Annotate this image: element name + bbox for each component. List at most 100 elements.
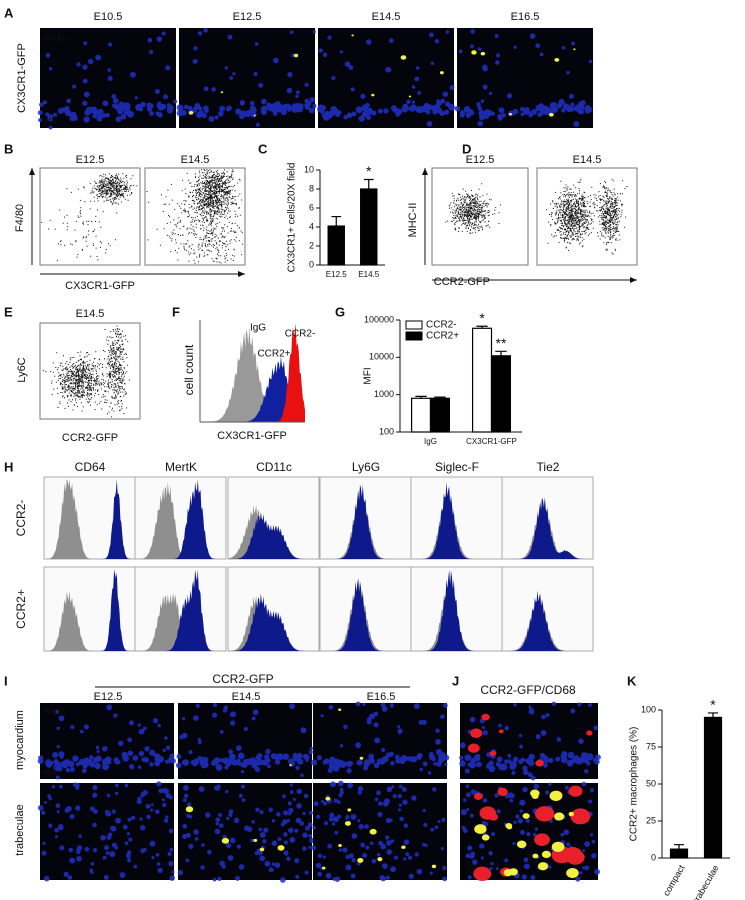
histogram [200,356,305,422]
column-label: Ly6G [352,460,380,474]
y-tick-label: 100 [379,426,394,436]
histogram [200,327,305,422]
histogram [411,481,502,559]
column-label: CD11c [256,460,292,474]
row-label: trabeculae [14,804,26,855]
events [445,183,502,234]
header: CCR2-GFP/CD68 [480,683,576,697]
row-label: myocardium [14,710,26,770]
histogram [228,512,319,559]
image-label: epi [43,116,56,127]
column-label: E12.5 [466,154,495,166]
column-label: E14.5 [573,154,602,166]
bar [327,225,345,266]
axis-label: MHC-II [407,203,419,238]
error-bar [363,178,374,189]
axis-label: CX3CR1-GFP [16,43,28,113]
panel-label: C [258,141,268,156]
y-tick-label: 25 [646,815,656,825]
column-label: CD64 [75,460,106,474]
panel-label: B [4,141,13,156]
bar [429,397,451,433]
nuclei [454,29,593,128]
nuclei [37,31,178,130]
error-bar [707,712,719,718]
histogram [44,479,135,559]
column-label: MertK [165,460,197,474]
nuclei [177,783,315,883]
y-tick-label: 100 [641,704,656,714]
column-label: E12.5 [76,154,105,166]
x-tick-label: trabeculae [691,863,721,900]
events [42,325,130,418]
y-tick-label: 1000 [374,389,394,399]
bar [360,188,378,266]
histogram [200,323,305,422]
panel-label: E [4,304,13,319]
nuclei [317,30,455,127]
axis-label: CCR2+ macrophages (%) [629,727,640,842]
y-tick-label: 0 [651,852,656,862]
histogram [502,590,593,651]
panel-label: I [4,673,8,688]
x-tick-label: IgG [424,437,437,446]
column-label: E14.5 [232,691,261,703]
row-label: CCR2+ [14,589,28,629]
image-label: endo [43,33,66,44]
error-bar [476,325,488,329]
annotation: ** [496,335,507,351]
annotation: CCR2- [285,329,316,340]
flow-plot [39,167,141,266]
panel-label: K [627,673,637,688]
histogram [502,595,593,651]
panel-label: H [4,459,13,474]
bar [703,716,723,859]
x-tick-label: compact [661,863,687,898]
nuclei [459,701,601,781]
nuclei [460,781,601,882]
axis-label: CX3CR1-GFP [217,430,287,442]
column-label: E16.5 [511,11,540,23]
bar [669,848,689,859]
annotation: * [710,697,716,713]
bar [490,355,512,433]
header: CCR2-GFP [212,672,273,686]
error-bar [434,396,446,399]
histogram [502,497,593,559]
x-tick-label: E14.5 [358,270,379,279]
histogram [135,482,226,559]
legend-label: CCR2- [426,320,457,331]
error-bar [673,844,685,850]
histogram [320,578,411,651]
y-tick-label: 100000 [364,314,394,324]
column-label: Siglec-F [435,460,479,474]
column-label: Tie2 [537,460,560,474]
panel-label: J [452,673,459,688]
column-label: E12.5 [233,11,262,23]
column-label: E14.5 [181,154,210,166]
stain [473,785,591,881]
annotation: IgG [250,323,266,334]
panel-label: D [462,141,471,156]
axis-label: CCR2-GFP [62,432,118,444]
column-label: E10.5 [94,11,123,23]
nuclei [175,702,313,778]
histogram [228,593,319,651]
histogram-frame [134,476,227,560]
y-tick-label: 0 [309,259,314,269]
histogram [44,590,135,651]
stain [471,48,576,117]
histogram [135,479,226,559]
y-tick-label: 10000 [369,352,394,362]
micrograph [460,703,598,779]
micrograph [40,783,174,880]
legend-label: CCR2+ [426,331,459,342]
micrograph [313,783,447,880]
image-label: endo [43,707,66,718]
stain [289,764,292,767]
y-tick-label: 4 [309,221,314,231]
panel-label: F [172,304,180,319]
error-bar [331,215,342,227]
annotation: * [366,163,372,179]
